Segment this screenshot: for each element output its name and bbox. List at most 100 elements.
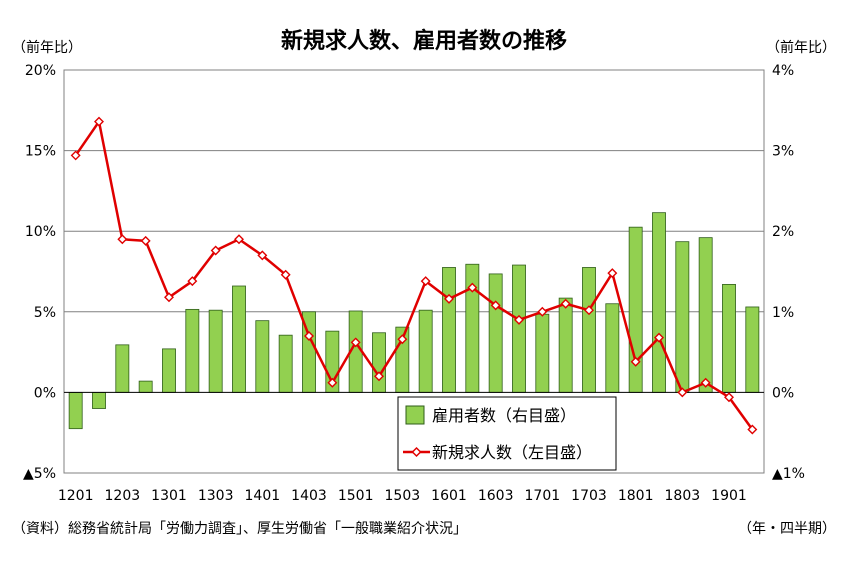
right-tick-label: 3%	[772, 144, 794, 160]
x-tick-label: 1603	[478, 488, 514, 504]
bar	[698, 237, 713, 393]
line-point	[94, 116, 104, 127]
x-tick-label: 1801	[618, 488, 654, 504]
period-note: （年・四半期）	[738, 521, 836, 537]
bar	[208, 309, 223, 393]
x-tick-label: 1503	[385, 488, 421, 504]
line-point	[560, 298, 571, 309]
x-tick-label: 1703	[571, 488, 607, 504]
left-tick-label: 20%	[25, 63, 56, 79]
line-point	[234, 234, 244, 245]
right-tick-label: ▲1%	[772, 466, 805, 482]
x-tick-label: 1203	[105, 488, 141, 504]
line-point	[70, 150, 81, 161]
bar	[652, 212, 666, 393]
bar	[675, 241, 690, 393]
bar	[535, 313, 550, 393]
bar	[162, 348, 176, 393]
line-point	[117, 234, 128, 245]
right-axis-ticks: 4% 3% 2% 1% 0% ▲1%	[772, 63, 805, 482]
line-point	[724, 392, 734, 403]
series-line	[74, 118, 754, 431]
bar	[255, 320, 270, 393]
line-point	[747, 424, 758, 435]
legend-bar-swatch	[405, 405, 425, 425]
bar	[68, 391, 83, 430]
bar	[512, 264, 526, 393]
x-tick-label: 1803	[665, 488, 701, 504]
right-tick-label: 2%	[772, 224, 794, 240]
bar	[92, 391, 106, 409]
bar	[628, 226, 643, 393]
bar	[605, 303, 620, 393]
chart-title: 新規求人数、雇用者数の推移	[281, 28, 567, 54]
x-tick-label: 1601	[431, 488, 467, 504]
bar	[185, 308, 200, 393]
line-point	[444, 293, 454, 304]
bar	[232, 285, 246, 393]
line-point	[607, 268, 618, 279]
line-point	[280, 269, 291, 280]
line-point	[490, 300, 501, 311]
x-axis-ticks: 1201 1203 1301 1303 1401 1403 1501 1503 1601 1603…	[58, 488, 747, 504]
line-series	[70, 116, 758, 435]
x-tick-label: 1301	[151, 488, 187, 504]
x-tick-label: 1201	[58, 488, 94, 504]
x-tick-label: 1303	[198, 488, 234, 504]
right-tick-label: 4%	[772, 63, 794, 79]
line-point	[584, 305, 594, 316]
legend-line-label: 新規求人数（左目盛）	[432, 443, 592, 462]
right-axis-unit: （前年比）	[766, 39, 836, 56]
right-tick-label: 0%	[772, 385, 794, 401]
bar-series	[68, 212, 760, 430]
left-axis-unit: （前年比）	[12, 39, 82, 56]
bar	[442, 267, 456, 393]
line-point	[537, 306, 548, 317]
bar	[418, 309, 433, 393]
legend-bar-label: 雇用者数（右目盛）	[432, 406, 576, 425]
line-point	[350, 337, 361, 348]
line-point	[164, 292, 174, 303]
x-tick-label: 1701	[525, 488, 561, 504]
line-point	[187, 276, 198, 287]
line-point	[374, 371, 384, 382]
bar	[558, 297, 573, 393]
line-point	[210, 245, 221, 256]
line-point	[304, 330, 314, 341]
bar	[372, 332, 386, 393]
x-tick-label: 1501	[338, 488, 374, 504]
bar	[745, 306, 760, 393]
x-tick-label: 1901	[711, 488, 747, 504]
right-tick-label: 1%	[772, 305, 794, 321]
x-tick-label: 1403	[291, 488, 327, 504]
line-point	[467, 282, 478, 293]
left-axis-ticks: 20% 15% 10% 5% 0% ▲5%	[23, 63, 56, 482]
x-tick-label: 1401	[245, 488, 281, 504]
legend-line-marker	[411, 446, 422, 458]
line-point	[397, 334, 408, 345]
left-tick-label: 0%	[34, 385, 56, 401]
line-point	[420, 276, 431, 287]
bar	[488, 273, 503, 393]
bar	[278, 334, 293, 393]
bar	[582, 267, 596, 393]
line-point	[677, 387, 688, 398]
line-point	[654, 332, 664, 343]
left-tick-label: 10%	[25, 224, 56, 240]
bar	[138, 380, 153, 393]
left-tick-label: 15%	[25, 144, 56, 160]
left-tick-label: 5%	[34, 305, 56, 321]
line-point	[327, 377, 338, 388]
source-note: （資料）総務省統計局「労働力調査」、厚生労働省「一般職業紹介状況」	[12, 521, 467, 537]
bar	[722, 283, 736, 393]
line-point	[140, 235, 151, 246]
line-point	[514, 314, 524, 325]
line-point	[257, 250, 268, 261]
bar	[115, 344, 130, 393]
line-point	[630, 356, 641, 367]
legend-box	[397, 396, 617, 471]
legend: 雇用者数（右目盛） 新規求人数（左目盛）	[397, 396, 617, 471]
left-tick-label: ▲5%	[23, 466, 56, 482]
line-point	[700, 377, 711, 388]
